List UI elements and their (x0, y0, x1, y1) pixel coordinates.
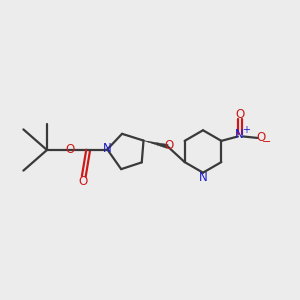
Text: O: O (66, 142, 75, 156)
Text: O: O (256, 131, 266, 144)
Text: O: O (79, 175, 88, 188)
Text: N: N (199, 171, 208, 184)
Text: −: − (262, 137, 272, 147)
Text: N: N (103, 142, 112, 155)
Text: O: O (235, 108, 244, 121)
Text: +: + (242, 125, 250, 135)
Text: N: N (235, 128, 244, 142)
Text: O: O (164, 139, 174, 152)
Polygon shape (143, 141, 168, 148)
